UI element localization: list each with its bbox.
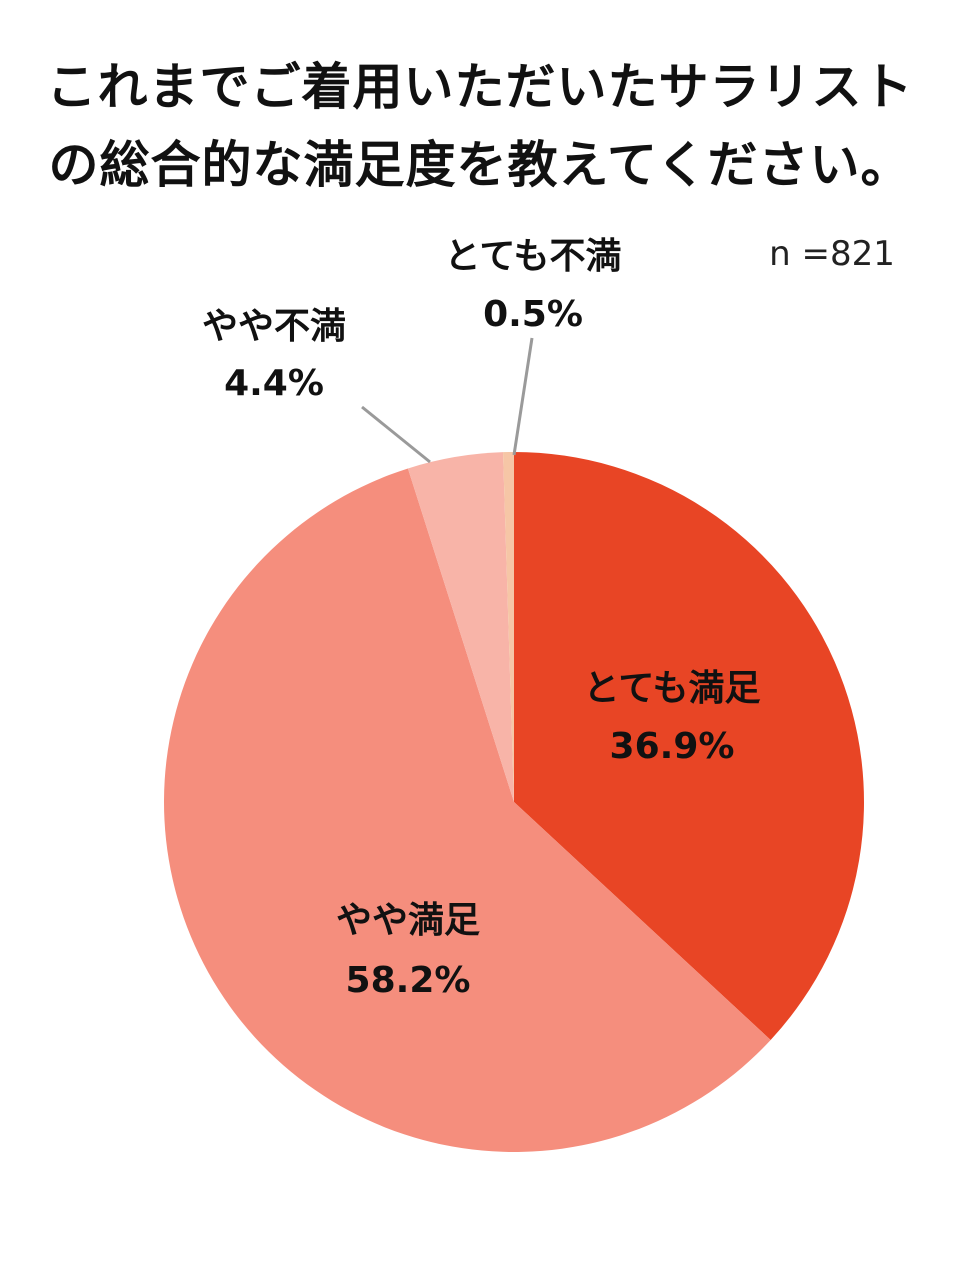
slice-1 xyxy=(514,452,864,1040)
slice-4-label: とても不満 xyxy=(444,236,621,277)
slice-1-label: とても満足 xyxy=(583,668,760,709)
slice-3 xyxy=(407,452,514,802)
chart-title-line-1: これまでご着用いただいたサラリスト xyxy=(46,58,914,116)
slice-2 xyxy=(163,468,771,1152)
slice-4-value-label: 0.5% xyxy=(483,294,583,335)
slice-2-value-label: 58.2% xyxy=(346,960,471,1001)
slice-1-value-label: 36.9% xyxy=(610,726,735,767)
slice-2-label: やや満足 xyxy=(336,900,480,941)
slice-3-value-label: 4.4% xyxy=(224,363,324,404)
slice-3-leader-line xyxy=(361,405,431,464)
pie-slices xyxy=(163,452,864,1152)
slice-3-label: やや不満 xyxy=(202,306,346,347)
leader-lines xyxy=(361,337,534,464)
chart-title: これまでご着用いただいたサラリスト の総合的な満足度を教えてください。 xyxy=(0,48,960,204)
chart-title-line-2: の総合的な満足度を教えてください。 xyxy=(48,136,912,194)
sample-size-label: n =821 xyxy=(769,234,895,274)
slice-labels: とても満足 36.9% やや満足 58.2% やや不満 4.4% とても不満 0.5% xyxy=(202,236,761,1001)
slice-4 xyxy=(503,452,514,802)
slice-4-leader-line xyxy=(512,337,534,456)
